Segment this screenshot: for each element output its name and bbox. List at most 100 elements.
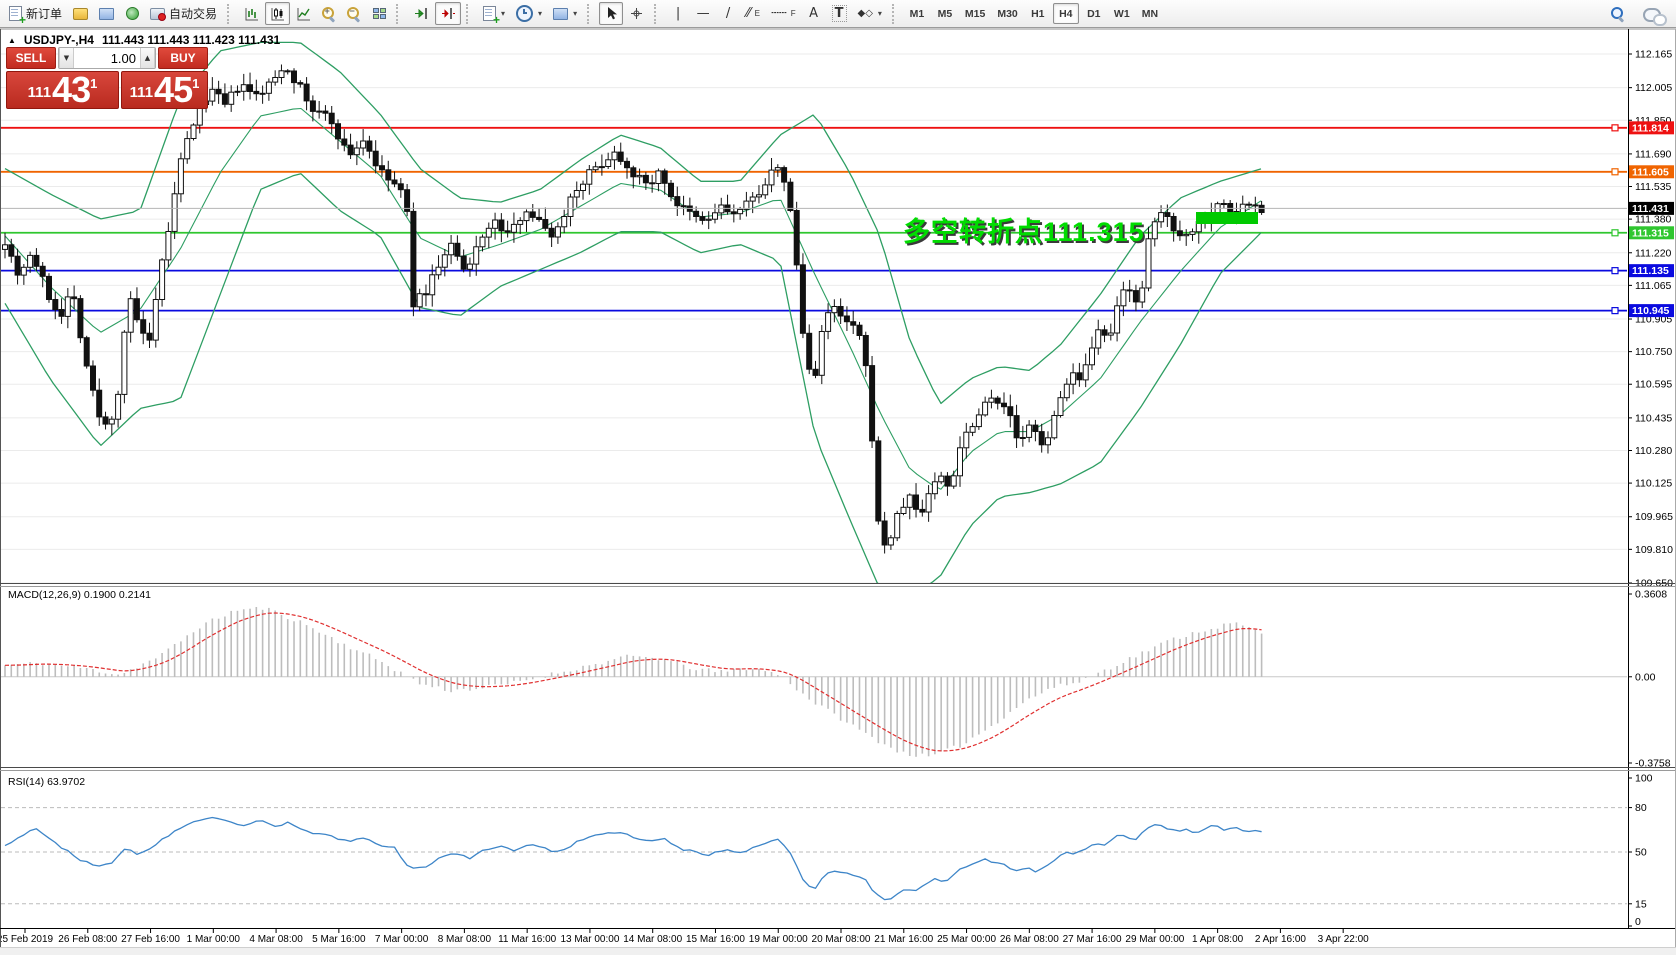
crosshair-tool-button[interactable] [624, 2, 649, 25]
zoom-in-button[interactable]: + [317, 2, 341, 25]
level-line-handle[interactable] [1611, 124, 1619, 132]
shapes-tool-button[interactable]: ◆◇ ▾ [853, 2, 887, 25]
bollinger-upper-band [4, 41, 1262, 405]
price-tick-label: 111.380 [1635, 214, 1672, 226]
chart-annotation-text[interactable]: 多空转折点111.315 [903, 217, 1145, 247]
price-label-text: 110.945 [1632, 305, 1670, 317]
timeframe-button-d1[interactable]: D1 [1081, 3, 1107, 24]
price-tick-label: 112.005 [1635, 82, 1672, 94]
data-window-button[interactable] [94, 2, 119, 25]
timeframe-button-mn[interactable]: MN [1137, 3, 1163, 24]
timeframe-button-m5[interactable]: M5 [932, 3, 958, 24]
timeframe-button-h4[interactable]: H4 [1052, 3, 1079, 24]
community-button[interactable] [1638, 2, 1667, 26]
time-tick-label: 29 Mar 00:00 [1125, 934, 1184, 945]
time-axis[interactable]: 25 Feb 2019 26 Feb 08:00 27 Feb 16:00 1 Mar… [0, 928, 1369, 945]
market-watch-button[interactable] [68, 2, 93, 25]
time-tick-label: 25 Mar 00:00 [937, 934, 996, 945]
tile-windows-button[interactable] [367, 2, 391, 25]
collapse-chart-icon[interactable]: ▲ [8, 35, 16, 45]
horizontal-line-tool-button[interactable]: — [691, 2, 715, 25]
time-tick-label: 5 Mar 16:00 [312, 934, 366, 945]
sell-price-pip: 1 [90, 76, 98, 91]
periods-button[interactable]: ▾ [511, 2, 547, 25]
trendline-icon: / [725, 6, 731, 21]
candlestick-mode-button[interactable] [265, 2, 291, 25]
fibonacci-tool-button[interactable]: ┄┄ F [766, 2, 801, 25]
signals-button[interactable] [120, 2, 144, 25]
indicators-button[interactable]: ▾ [478, 2, 510, 26]
volume-spinner: ▼ ▲ [58, 47, 156, 69]
level-line-handle[interactable] [1611, 307, 1619, 315]
rsi-tick-label: 80 [1635, 802, 1647, 814]
price-label-text: 111.135 [1632, 265, 1669, 277]
time-tick-label: 8 Mar 08:00 [438, 934, 492, 945]
price-label-box [1629, 304, 1674, 318]
rsi-tick-label: 100 [1635, 773, 1653, 785]
time-tick-label: 1 Mar 00:00 [187, 934, 241, 945]
main-price-chart[interactable] [1, 41, 1627, 597]
rsi-panel[interactable] [1, 807, 1627, 905]
level-line-handle[interactable] [1611, 229, 1619, 237]
volume-decrease-button[interactable]: ▼ [59, 48, 74, 68]
new-order-button[interactable]: 新订单 [4, 2, 67, 26]
shapes-icon: ◆◇ [857, 8, 873, 19]
zoom-out-button[interactable]: − [342, 2, 366, 25]
price-tick-label: 111.535 [1635, 181, 1672, 193]
candlesticks[interactable] [2, 64, 1265, 554]
text-label-tool-button[interactable]: T [827, 2, 852, 25]
price-tick-label: 110.435 [1635, 412, 1672, 424]
crosshair-icon [631, 8, 643, 19]
level-line-handle[interactable] [1611, 267, 1619, 275]
level-line-handle[interactable] [1611, 168, 1619, 176]
search-icon [1611, 6, 1625, 23]
dropdown-caret-icon: ▾ [501, 9, 506, 18]
main-toolbar: 新订单 自动交易 + − [0, 0, 1676, 28]
time-tick-label: 25 Feb 2019 [0, 934, 54, 945]
search-button[interactable] [1606, 2, 1630, 25]
volume-input[interactable] [74, 48, 140, 68]
buy-button[interactable]: BUY [158, 47, 208, 69]
price-label-text: 111.605 [1632, 166, 1669, 178]
vertical-line-tool-button[interactable]: | [666, 2, 690, 25]
price-label-box [1629, 121, 1674, 135]
bollinger-lower-band [4, 173, 1262, 583]
line-chart-mode-button[interactable] [291, 2, 316, 25]
timeframe-button-m30[interactable]: M30 [992, 3, 1022, 24]
sell-price-tile[interactable]: 111 43 1 [6, 71, 119, 109]
price-tick-label: 111.690 [1635, 148, 1672, 160]
timeframe-button-m15[interactable]: M15 [960, 3, 990, 24]
volume-increase-button[interactable]: ▲ [140, 48, 155, 68]
timeframe-button-w1[interactable]: W1 [1109, 3, 1135, 24]
timeframe-toolbar: M1 M5 M15 M30 H1 H4 D1 W1 MN [904, 3, 1163, 24]
chart-shift-button[interactable] [435, 2, 462, 25]
toolbar-separator [227, 3, 234, 24]
indicators-icon [483, 6, 500, 26]
timeframe-button-h1[interactable]: H1 [1025, 3, 1051, 24]
timeframe-button-m1[interactable]: M1 [904, 3, 930, 24]
vertical-line-icon: | [675, 6, 681, 21]
templates-button[interactable]: ▾ [548, 2, 582, 25]
text-tool-button[interactable]: A [802, 2, 826, 25]
sell-button[interactable]: SELL [6, 47, 56, 69]
channel-tool-button[interactable]: ⁄⁄ E [741, 2, 765, 25]
bar-chart-mode-button[interactable] [239, 2, 264, 25]
highlight-rectangle[interactable] [1196, 212, 1258, 224]
chart-title-bar: ▲ USDJPY-,H4 111.443 111.443 111.423 111… [8, 33, 280, 47]
trendline-tool-button[interactable]: / [716, 2, 740, 25]
ohlc-values: 111.443 111.443 111.423 111.431 [101, 33, 281, 47]
rsi-indicator-label: RSI(14) 63.9702 [8, 776, 86, 788]
cursor-tool-button[interactable] [599, 2, 624, 25]
line-chart-icon [297, 7, 311, 20]
auto-trading-button[interactable]: 自动交易 [145, 2, 222, 25]
candlestick-icon [271, 7, 285, 20]
price-axis[interactable]: 112.165112.005111.850111.690111.535111.3… [1628, 49, 1674, 590]
macd-tick-label: 0.00 [1635, 671, 1656, 683]
macd-panel[interactable] [1, 607, 1627, 757]
price-tick-label: 112.165 [1635, 49, 1672, 61]
tile-windows-icon [372, 7, 386, 20]
fibonacci-sub-label: F [790, 9, 796, 18]
buy-price-tile[interactable]: 111 45 1 [121, 71, 208, 109]
auto-scroll-button[interactable] [408, 2, 434, 25]
